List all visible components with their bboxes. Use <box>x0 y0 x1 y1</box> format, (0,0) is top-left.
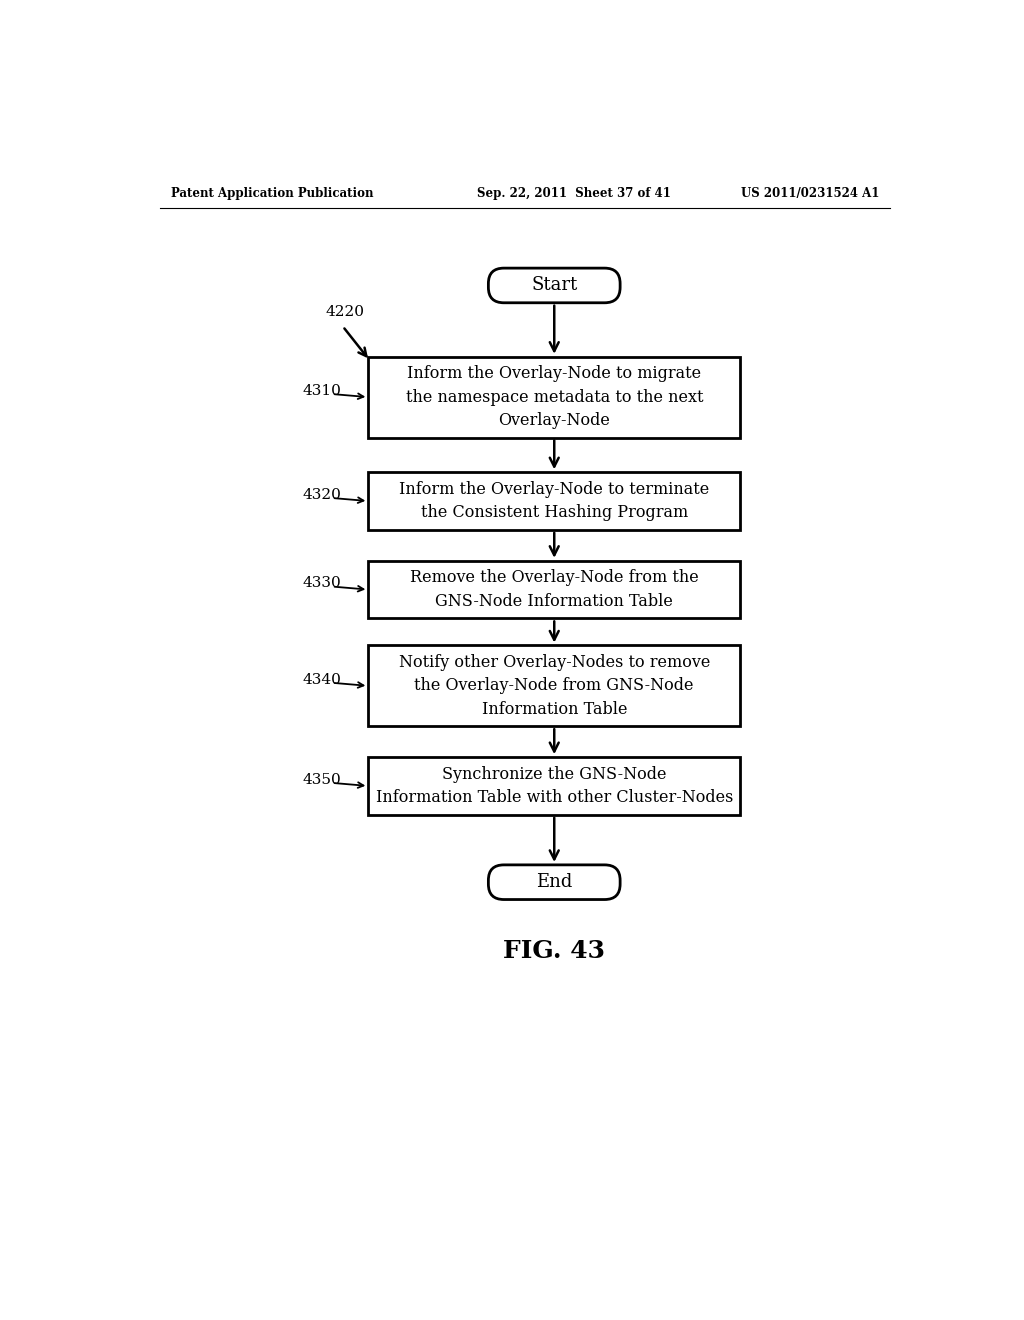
Bar <box>369 356 740 437</box>
Text: Sep. 22, 2011  Sheet 37 of 41: Sep. 22, 2011 Sheet 37 of 41 <box>477 186 671 199</box>
Text: Inform the Overlay-Node to terminate
the Consistent Hashing Program: Inform the Overlay-Node to terminate the… <box>399 480 710 521</box>
Text: Remove the Overlay-Node from the
GNS-Node Information Table: Remove the Overlay-Node from the GNS-Nod… <box>410 569 698 610</box>
Bar <box>369 645 740 726</box>
Bar <box>369 473 740 529</box>
Text: Synchronize the GNS-Node
Information Table with other Cluster-Nodes: Synchronize the GNS-Node Information Tab… <box>376 766 733 807</box>
Text: Start: Start <box>531 276 578 294</box>
Text: FIG. 43: FIG. 43 <box>503 940 605 964</box>
Text: End: End <box>536 874 572 891</box>
Text: US 2011/0231524 A1: US 2011/0231524 A1 <box>741 186 880 199</box>
Text: 4310: 4310 <box>302 384 341 397</box>
Bar <box>369 561 740 619</box>
Text: Patent Application Publication: Patent Application Publication <box>171 186 373 199</box>
Text: 4350: 4350 <box>302 772 341 787</box>
Text: 4340: 4340 <box>302 673 341 686</box>
Text: Inform the Overlay-Node to migrate
the namespace metadata to the next
Overlay-No: Inform the Overlay-Node to migrate the n… <box>406 366 703 429</box>
Text: 4220: 4220 <box>326 305 365 319</box>
FancyBboxPatch shape <box>488 268 621 302</box>
Bar <box>369 758 740 814</box>
Text: 4330: 4330 <box>302 577 341 590</box>
FancyBboxPatch shape <box>488 865 621 899</box>
Text: Notify other Overlay-Nodes to remove
the Overlay-Node from GNS-Node
Information : Notify other Overlay-Nodes to remove the… <box>398 653 710 718</box>
Text: 4320: 4320 <box>302 488 341 502</box>
